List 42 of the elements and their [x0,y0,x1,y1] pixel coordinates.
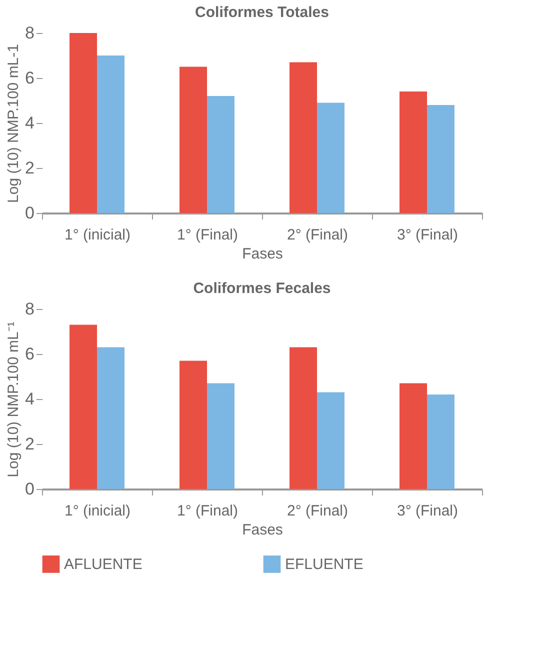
bar [180,66,207,213]
bar [400,92,427,213]
chart-title: Coliformes Totales [195,4,329,21]
y-tick-label: 8 [25,24,34,42]
bar [290,347,317,489]
y-axis-title: Log (10) NMP.100 mL-1 [5,44,22,203]
x-tick-label: 1° (inicial) [64,502,131,520]
x-tick-label: 2° (Final) [286,226,348,244]
y-axis-title: Log (10) NMP.100 mL⁻¹ [5,322,22,478]
y-tick-label: 2 [25,158,34,178]
x-tick-label: 3° (Final) [396,226,458,244]
legend-label: AFLUENTE [64,556,142,574]
y-tick-label: 2 [25,434,34,454]
bar [427,105,454,213]
chart-title: Coliformes Fecales [193,280,331,297]
bar [207,383,234,489]
x-tick-label: 3° (Final) [396,502,458,520]
bar [97,347,124,489]
y-tick-label: 4 [25,114,34,132]
legend-label: EFLUENTE [285,556,364,574]
bar [97,56,124,213]
x-axis-title: Fases [242,246,283,262]
bar [70,33,97,213]
bar [427,394,454,489]
y-tick-label: 0 [25,480,34,498]
bar [207,96,234,213]
x-tick-label: 1° (Final) [176,502,238,520]
x-tick-label: 1° (Final) [176,226,238,244]
bar [180,360,207,489]
x-axis-title: Fases [242,522,283,538]
bar [70,324,97,489]
bar [290,62,317,213]
bar [317,102,344,213]
y-tick-label: 0 [25,204,34,222]
y-tick-label: 6 [25,68,34,88]
y-tick-label: 6 [25,344,34,364]
y-tick-label: 4 [25,390,34,408]
bar [317,392,344,489]
x-tick-label: 1° (inicial) [64,226,131,244]
bar [400,383,427,489]
y-tick-label: 8 [25,300,34,318]
x-tick-label: 2° (Final) [286,502,348,520]
